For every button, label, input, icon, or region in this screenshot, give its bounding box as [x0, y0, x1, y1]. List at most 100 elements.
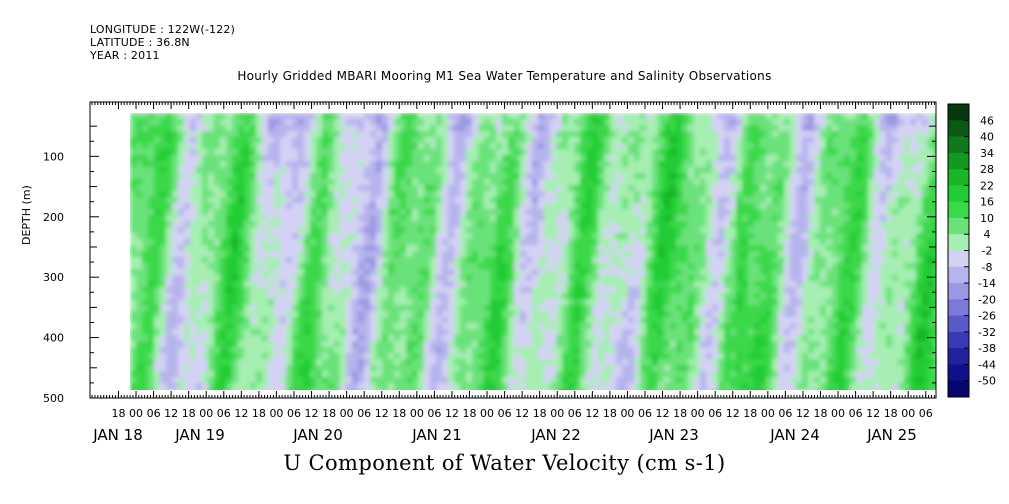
heatmap-cell: [166, 113, 173, 120]
heatmap-cell: [388, 203, 395, 210]
heatmap-cell: [598, 269, 605, 276]
heatmap-cell: [586, 149, 593, 156]
heatmap-cell: [616, 119, 623, 126]
heatmap-cell: [448, 239, 455, 246]
heatmap-cell: [568, 209, 575, 216]
heatmap-cell: [322, 125, 329, 132]
heatmap-cell: [352, 233, 359, 240]
heatmap-cell: [442, 287, 449, 294]
heatmap-cell: [136, 149, 143, 156]
heatmap-cell: [712, 239, 719, 246]
heatmap-cell: [430, 251, 437, 258]
heatmap-cell: [682, 245, 689, 252]
heatmap-cell: [154, 335, 161, 342]
heatmap-cell: [322, 119, 329, 126]
heatmap-cell: [670, 251, 677, 258]
heatmap-cell: [412, 203, 419, 210]
heatmap-cell: [556, 149, 563, 156]
heatmap-cell: [220, 257, 227, 264]
heatmap-cell: [364, 173, 371, 180]
heatmap-cell: [682, 299, 689, 306]
heatmap-cell: [370, 233, 377, 240]
heatmap-cell: [520, 293, 527, 300]
heatmap-cell: [406, 353, 413, 360]
heatmap-cell: [376, 209, 383, 216]
heatmap-cell: [694, 143, 701, 150]
heatmap-cell: [688, 293, 695, 300]
heatmap-cell: [382, 299, 389, 306]
heatmap-cell: [472, 143, 479, 150]
heatmap-cell: [286, 125, 293, 132]
heatmap-cell: [544, 161, 551, 168]
heatmap-cell: [280, 389, 287, 390]
heatmap-cell: [370, 185, 377, 192]
heatmap-cell: [760, 269, 767, 276]
heatmap-cell: [550, 329, 557, 336]
heatmap-cell: [712, 257, 719, 264]
heatmap-cell: [382, 173, 389, 180]
heatmap-cell: [214, 239, 221, 246]
heatmap-cell: [448, 299, 455, 306]
heatmap-cell: [142, 317, 149, 324]
heatmap-cell: [646, 365, 653, 372]
heatmap-cell: [358, 125, 365, 132]
heatmap-cell: [670, 347, 677, 354]
heatmap-cell: [316, 119, 323, 126]
heatmap-cell: [682, 167, 689, 174]
heatmap-cell: [388, 299, 395, 306]
heatmap-cell: [574, 215, 581, 222]
heatmap-cell: [424, 389, 431, 390]
heatmap-cell: [604, 353, 611, 360]
heatmap-cell: [568, 371, 575, 378]
heatmap-cell: [328, 155, 335, 162]
heatmap-cell: [250, 335, 257, 342]
heatmap-cell: [148, 203, 155, 210]
heatmap-cell: [328, 221, 335, 228]
heatmap-cell: [442, 269, 449, 276]
heatmap-cell: [490, 365, 497, 372]
heatmap-cell: [394, 299, 401, 306]
heatmap-cell: [178, 131, 185, 138]
heatmap-cell: [172, 113, 179, 120]
heatmap-cell: [526, 389, 533, 390]
heatmap-cell: [508, 359, 515, 366]
heatmap-cell: [544, 317, 551, 324]
heatmap-cell: [556, 323, 563, 330]
heatmap-cell: [202, 323, 209, 330]
heatmap-cell: [358, 137, 365, 144]
heatmap-cell: [598, 305, 605, 312]
heatmap-cell: [346, 131, 353, 138]
heatmap-cell: [466, 155, 473, 162]
heatmap-cell: [748, 227, 755, 234]
heatmap-cell: [400, 353, 407, 360]
heatmap-cell: [556, 251, 563, 258]
heatmap-cell: [316, 341, 323, 348]
heatmap-cell: [304, 143, 311, 150]
heatmap-cell: [280, 191, 287, 198]
heatmap-cell: [196, 131, 203, 138]
heatmap-cell: [232, 257, 239, 264]
heatmap-cell: [700, 281, 707, 288]
heatmap-cell: [424, 203, 431, 210]
heatmap-cell: [520, 353, 527, 360]
heatmap-cell: [262, 323, 269, 330]
heatmap-cell: [394, 263, 401, 270]
heatmap-cell: [406, 125, 413, 132]
heatmap-cell: [352, 281, 359, 288]
heatmap-cell: [724, 335, 731, 342]
heatmap-cell: [400, 305, 407, 312]
heatmap-cell: [502, 305, 509, 312]
heatmap-cell: [364, 335, 371, 342]
heatmap-cell: [658, 227, 665, 234]
heatmap-cell: [574, 245, 581, 252]
heatmap-cell: [754, 281, 761, 288]
heatmap-cell: [724, 179, 731, 186]
heatmap-cell: [688, 275, 695, 282]
heatmap-cell: [484, 323, 491, 330]
heatmap-cell: [538, 305, 545, 312]
heatmap-cell: [508, 389, 515, 390]
heatmap-cell: [526, 281, 533, 288]
heatmap-cell: [556, 293, 563, 300]
heatmap-cell: [352, 149, 359, 156]
heatmap-cell: [130, 197, 137, 204]
